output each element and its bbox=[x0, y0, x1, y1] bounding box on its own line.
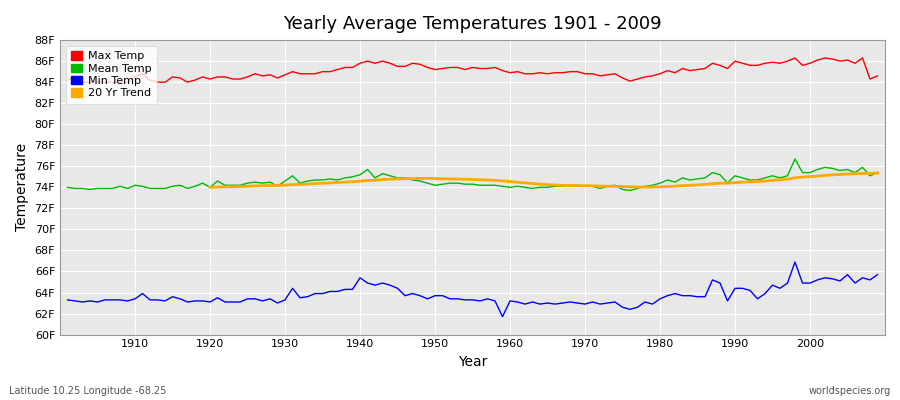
Y-axis label: Temperature: Temperature bbox=[15, 143, 29, 232]
Title: Yearly Average Temperatures 1901 - 2009: Yearly Average Temperatures 1901 - 2009 bbox=[284, 15, 662, 33]
Text: Latitude 10.25 Longitude -68.25: Latitude 10.25 Longitude -68.25 bbox=[9, 386, 166, 396]
X-axis label: Year: Year bbox=[458, 355, 487, 369]
Legend: Max Temp, Mean Temp, Min Temp, 20 Yr Trend: Max Temp, Mean Temp, Min Temp, 20 Yr Tre… bbox=[66, 46, 157, 104]
Text: worldspecies.org: worldspecies.org bbox=[809, 386, 891, 396]
